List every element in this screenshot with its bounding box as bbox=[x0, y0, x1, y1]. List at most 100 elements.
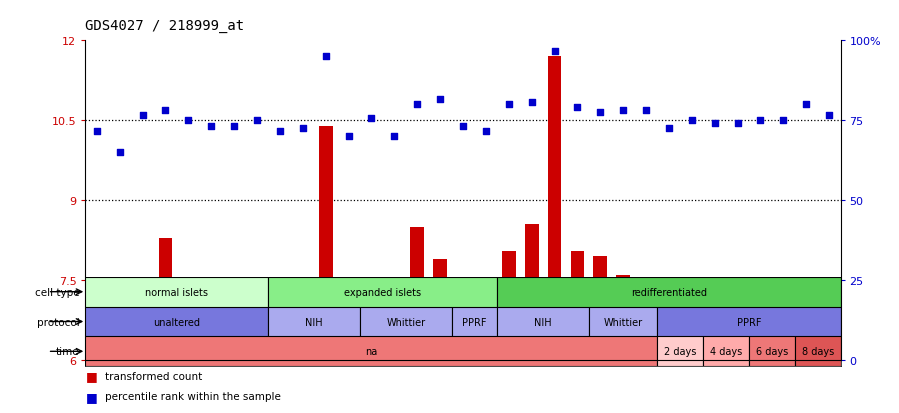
Text: 2 days: 2 days bbox=[664, 347, 697, 356]
Bar bbox=[269, 307, 360, 337]
Text: unaltered: unaltered bbox=[154, 317, 200, 327]
Bar bbox=[799, 334, 813, 361]
Point bbox=[227, 123, 241, 130]
Bar bbox=[753, 342, 768, 361]
Bar bbox=[410, 228, 424, 361]
Text: NIH: NIH bbox=[534, 317, 552, 327]
Point bbox=[776, 118, 790, 124]
Text: protocol: protocol bbox=[37, 317, 79, 327]
Point bbox=[753, 118, 768, 124]
Bar bbox=[85, 277, 269, 307]
Point bbox=[570, 104, 584, 111]
Bar bbox=[731, 318, 744, 361]
Bar bbox=[593, 257, 607, 361]
Bar bbox=[204, 331, 218, 361]
Bar bbox=[85, 307, 269, 337]
Bar bbox=[502, 252, 516, 361]
Point bbox=[204, 123, 218, 130]
Bar bbox=[113, 358, 127, 361]
Point bbox=[158, 107, 173, 114]
Point bbox=[708, 121, 722, 127]
Bar bbox=[451, 307, 497, 337]
Point bbox=[639, 107, 654, 114]
Text: expanded islets: expanded islets bbox=[344, 287, 422, 297]
Text: PPRF: PPRF bbox=[462, 317, 486, 327]
Point bbox=[136, 112, 150, 119]
Bar bbox=[158, 238, 173, 361]
Bar bbox=[319, 126, 333, 361]
Point bbox=[822, 112, 836, 119]
Point bbox=[410, 102, 424, 109]
Point bbox=[524, 99, 539, 106]
Bar bbox=[227, 344, 241, 361]
Point bbox=[456, 123, 470, 130]
Bar bbox=[657, 337, 703, 366]
Bar bbox=[547, 57, 561, 361]
Text: redifferentiated: redifferentiated bbox=[631, 287, 707, 297]
Point bbox=[478, 128, 493, 135]
Point bbox=[318, 54, 333, 61]
Point bbox=[112, 150, 127, 157]
Text: na: na bbox=[365, 347, 378, 356]
Text: NIH: NIH bbox=[306, 317, 323, 327]
Text: PPRF: PPRF bbox=[737, 317, 761, 327]
Bar bbox=[342, 353, 355, 361]
Text: Whittier: Whittier bbox=[603, 317, 643, 327]
Text: ■: ■ bbox=[85, 369, 97, 382]
Bar bbox=[795, 337, 841, 366]
Bar bbox=[250, 331, 264, 361]
Bar bbox=[823, 302, 836, 361]
Point bbox=[685, 118, 699, 124]
Point bbox=[296, 126, 310, 133]
Text: percentile rank within the sample: percentile rank within the sample bbox=[105, 392, 281, 401]
Bar bbox=[708, 307, 722, 361]
Bar bbox=[433, 259, 447, 361]
Point bbox=[387, 134, 402, 140]
Point bbox=[502, 102, 516, 109]
Bar bbox=[497, 277, 841, 307]
Point bbox=[90, 128, 104, 135]
Text: normal islets: normal islets bbox=[146, 287, 209, 297]
Point bbox=[250, 118, 264, 124]
Bar bbox=[703, 337, 749, 366]
Bar bbox=[182, 286, 195, 361]
Bar bbox=[273, 329, 287, 361]
Point bbox=[616, 107, 630, 114]
Bar bbox=[749, 337, 795, 366]
Point bbox=[433, 97, 448, 103]
Text: 6 days: 6 days bbox=[756, 347, 788, 356]
Point bbox=[593, 110, 608, 116]
Text: 8 days: 8 days bbox=[802, 347, 833, 356]
Bar bbox=[657, 307, 841, 337]
Point bbox=[730, 121, 744, 127]
Text: ■: ■ bbox=[85, 390, 97, 403]
Bar bbox=[479, 358, 493, 361]
Bar bbox=[296, 329, 309, 361]
Bar bbox=[639, 278, 653, 361]
Point bbox=[662, 126, 676, 133]
Point bbox=[342, 134, 356, 140]
Point bbox=[799, 102, 814, 109]
Bar bbox=[589, 307, 657, 337]
Point bbox=[272, 128, 287, 135]
Bar bbox=[525, 225, 539, 361]
Bar bbox=[685, 320, 699, 361]
Text: GDS4027 / 218999_at: GDS4027 / 218999_at bbox=[85, 19, 245, 33]
Bar bbox=[387, 344, 401, 361]
Bar bbox=[662, 286, 676, 361]
Bar bbox=[90, 344, 103, 361]
Bar bbox=[777, 320, 790, 361]
Point bbox=[547, 49, 562, 55]
Text: transformed count: transformed count bbox=[105, 371, 202, 381]
Point bbox=[182, 118, 196, 124]
Text: cell type: cell type bbox=[35, 287, 79, 297]
Text: Whittier: Whittier bbox=[387, 317, 425, 327]
Bar bbox=[269, 277, 497, 307]
Bar bbox=[617, 275, 630, 361]
Bar bbox=[365, 278, 378, 361]
Bar bbox=[456, 358, 470, 361]
Point bbox=[364, 115, 378, 122]
Bar bbox=[360, 307, 451, 337]
Text: time: time bbox=[56, 347, 79, 356]
Bar bbox=[571, 252, 584, 361]
